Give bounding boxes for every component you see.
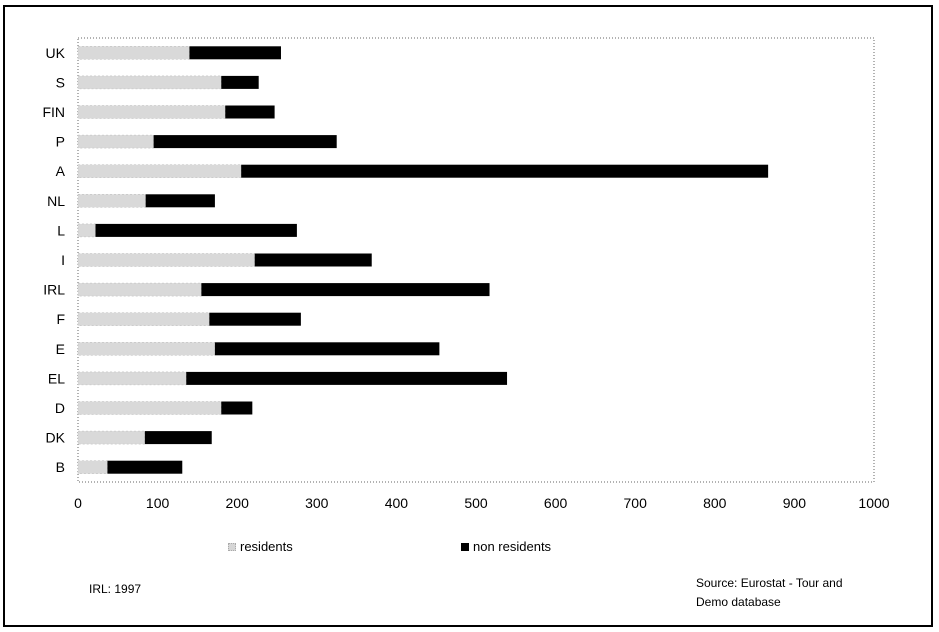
x-tick-label-100: 100 [146, 495, 170, 511]
x-tick-label-800: 800 [703, 495, 727, 511]
bar-residents-i [77, 253, 255, 267]
bar-residents-fin [77, 105, 226, 119]
bar-non-residents-dk [144, 431, 212, 445]
source-line-1: Source: Eurostat - Tour and [696, 576, 843, 590]
bar-residents-f [77, 312, 210, 326]
bar-residents-uk [77, 46, 190, 60]
bar-residents-p [77, 134, 154, 149]
source-note: Source: Eurostat - Tour and Demo databas… [696, 574, 916, 612]
bar-residents-e [77, 342, 216, 356]
bar-residents-el [77, 371, 187, 386]
legend-label-residents: residents [240, 539, 293, 554]
x-tick-label-0: 0 [74, 495, 82, 511]
bar-non-residents-l [95, 223, 297, 237]
category-label-i: I [61, 252, 65, 268]
bar-non-residents-irl [201, 283, 490, 297]
x-tick-label-400: 400 [385, 495, 409, 511]
bar-non-residents-uk [189, 46, 281, 60]
legend-swatch-non-residents [461, 542, 469, 551]
legend-non-residents: non residents [461, 539, 551, 554]
bar-non-residents-b [107, 460, 183, 474]
category-label-b: B [56, 459, 65, 475]
category-label-dk: DK [46, 430, 66, 446]
x-tick-label-1000: 1000 [858, 495, 889, 511]
category-label-s: S [56, 74, 65, 90]
bar-residents-dk [77, 430, 146, 445]
x-tick-label-300: 300 [305, 495, 329, 511]
bar-residents-d [77, 401, 222, 415]
bar-non-residents-f [209, 312, 301, 326]
bar-non-residents-d [221, 401, 253, 415]
bar-residents-l [77, 223, 96, 238]
x-tick-label-600: 600 [544, 495, 568, 511]
category-label-uk: UK [46, 45, 66, 61]
category-label-a: A [56, 163, 66, 179]
category-label-d: D [55, 400, 65, 416]
bar-non-residents-s [221, 75, 259, 89]
bar-non-residents-e [214, 342, 440, 356]
category-label-f: F [56, 311, 65, 327]
legend-label-non-residents: non residents [473, 539, 552, 554]
footnote: IRL: 1997 [89, 582, 142, 596]
category-label-nl: NL [47, 193, 65, 209]
category-label-e: E [56, 341, 65, 357]
source-line-2: Demo database [696, 595, 781, 609]
category-label-irl: IRL [43, 282, 65, 298]
category-label-el: EL [48, 370, 65, 386]
bar-residents-nl [77, 194, 146, 208]
bar-residents-a [77, 164, 242, 178]
x-tick-label-900: 900 [783, 495, 807, 511]
x-tick-label-200: 200 [226, 495, 250, 511]
legend-swatch-residents [228, 542, 236, 551]
bar-residents-b [77, 460, 108, 474]
category-label-p: P [56, 134, 65, 150]
category-label-fin: FIN [42, 104, 65, 120]
x-tick-label-700: 700 [624, 495, 648, 511]
bar-non-residents-a [241, 164, 769, 178]
bar-residents-irl [77, 282, 202, 297]
bar-non-residents-el [186, 371, 508, 385]
bar-non-residents-fin [225, 105, 275, 119]
x-tick-label-500: 500 [464, 495, 488, 511]
legend-residents: residents [228, 539, 293, 554]
category-label-l: L [57, 222, 65, 238]
bar-non-residents-i [254, 253, 372, 267]
bar-non-residents-nl [145, 194, 215, 208]
bar-residents-s [77, 75, 222, 90]
bar-non-residents-p [153, 135, 337, 149]
